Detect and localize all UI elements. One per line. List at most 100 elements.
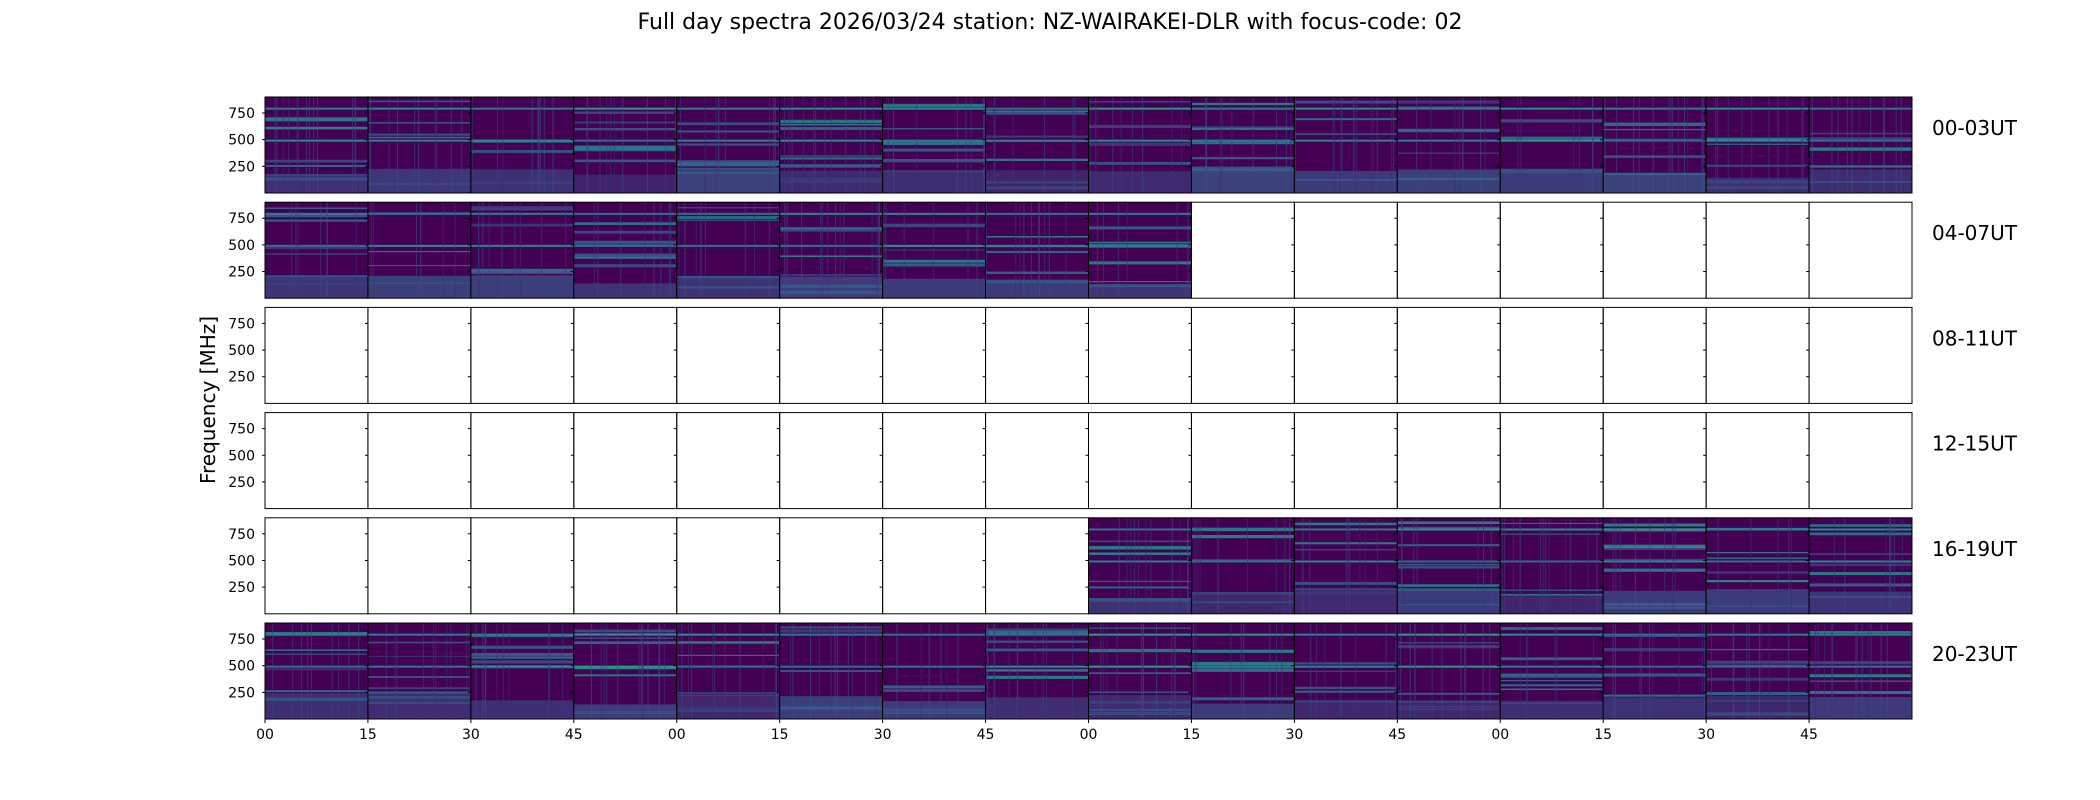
spectrum-streak (1619, 517, 1621, 614)
spectrum-streak (791, 97, 793, 193)
spectrum-panel (570, 412, 678, 510)
spectrum-band (1706, 164, 1810, 167)
spectrum-band (265, 219, 368, 222)
spectrum-band (779, 255, 883, 258)
spectrum-line (882, 139, 986, 142)
spectrum-streak (1359, 517, 1361, 614)
spectrum-line (1088, 139, 1192, 142)
spectrum-streak (1837, 97, 1839, 193)
spectrum-streak (1174, 623, 1176, 719)
spectrum-streak (1187, 202, 1189, 299)
spectrum-band (1191, 142, 1295, 144)
spectrum-streak (1815, 623, 1817, 719)
spectrum-streak (837, 623, 839, 719)
spectrum-band (1294, 118, 1398, 121)
spectrum-streak (309, 97, 311, 193)
spectrum-streak (1834, 517, 1836, 614)
spectrum-line (882, 107, 986, 110)
spectrum-streak (864, 97, 866, 193)
spectrum-panel (1085, 306, 1192, 404)
spectrum-band (1706, 137, 1810, 141)
spectrum-streak (715, 97, 717, 193)
spectrum-streak (946, 623, 948, 719)
spectrum-band (1603, 673, 1707, 677)
spectrum-band (985, 648, 1089, 652)
spectrum-streak (1090, 97, 1092, 193)
x-tick-label: 15 (771, 727, 789, 743)
spectrum-streak (420, 202, 422, 299)
panel-frame (1088, 412, 1192, 510)
spectrum-line (1397, 107, 1501, 110)
spectrum-streak (1664, 517, 1666, 614)
spectrum-band (1088, 226, 1192, 230)
spectrum-band (1088, 627, 1192, 629)
spectrum-panel (1394, 96, 1501, 194)
spectrum-line (1191, 665, 1295, 668)
spectrum-band (470, 656, 574, 659)
spectrum-band (265, 174, 368, 176)
x-tick-label: 30 (1697, 727, 1715, 743)
spectrum-band (1706, 571, 1810, 574)
spectrum-streak (876, 202, 878, 299)
spectrum-streak (1243, 623, 1245, 719)
spectrum-streak (1706, 623, 1708, 719)
spectrum-panel (673, 201, 781, 299)
spectrum-streak (1554, 623, 1556, 719)
spectrum-streak (1652, 623, 1654, 719)
spectrum-streak (675, 97, 677, 193)
spectrum-streak (1310, 623, 1312, 719)
spectrum-streak (1901, 517, 1903, 614)
spectrum-band (882, 148, 986, 152)
spectrum-streak (1519, 623, 1521, 719)
spectrum-line (265, 244, 368, 247)
spectrum-streak (1353, 97, 1355, 193)
spectrum-band (676, 276, 780, 279)
spectrum-noise (1706, 589, 1810, 614)
spectrum-streak (301, 623, 303, 719)
spectrum-panel (1188, 96, 1295, 194)
spectrum-band (985, 675, 1089, 679)
spectrum-streak (1023, 202, 1025, 299)
panel-frame (367, 517, 472, 615)
spectrum-streak (646, 97, 648, 193)
spectrum-band (676, 219, 780, 221)
spectrum-streak (372, 202, 374, 299)
spectrum-streak (638, 623, 640, 719)
spectrum-band (1294, 686, 1398, 690)
spectrum-streak (653, 202, 655, 299)
spectrum-streak (1034, 623, 1036, 719)
spectrum-panel (1291, 201, 1398, 299)
spectrum-line (573, 212, 677, 215)
spectrum-band (676, 654, 780, 656)
spectrum-streak (396, 623, 398, 719)
spectrum-line (1706, 665, 1810, 668)
spectrum-streak (1672, 97, 1674, 193)
spectrum-streak (1844, 517, 1846, 614)
spectrum-noise (367, 275, 471, 299)
panel-frame (367, 306, 472, 404)
spectrum-streak (1401, 517, 1403, 614)
y-tick-label: 250 (228, 370, 255, 386)
spectrum-streak (600, 623, 602, 719)
spectrum-streak (1687, 97, 1689, 193)
spectrum-band (1088, 552, 1192, 556)
panel-frame (1088, 306, 1192, 404)
spectrum-band (1088, 243, 1192, 245)
panel-frame (264, 412, 369, 510)
spectrum-band (985, 135, 1089, 138)
panel-frame (1808, 517, 1913, 615)
spectrum-line (367, 212, 471, 215)
spectrum-streak (1038, 202, 1040, 299)
spectrum-streak (282, 97, 284, 193)
spectrum-band (1809, 571, 1912, 576)
spectrum-line (367, 107, 471, 110)
spectrum-noise (1603, 172, 1707, 193)
spectrum-panel (262, 622, 369, 720)
spectrum-streak (1790, 517, 1792, 614)
spectrum-panel (1291, 306, 1398, 404)
spectrum-streak (678, 202, 680, 299)
spectrum-streak (1517, 97, 1519, 193)
spectrum-streak (1544, 517, 1546, 614)
spectrum-noise (1500, 595, 1604, 614)
spectrum-band (1397, 526, 1501, 530)
